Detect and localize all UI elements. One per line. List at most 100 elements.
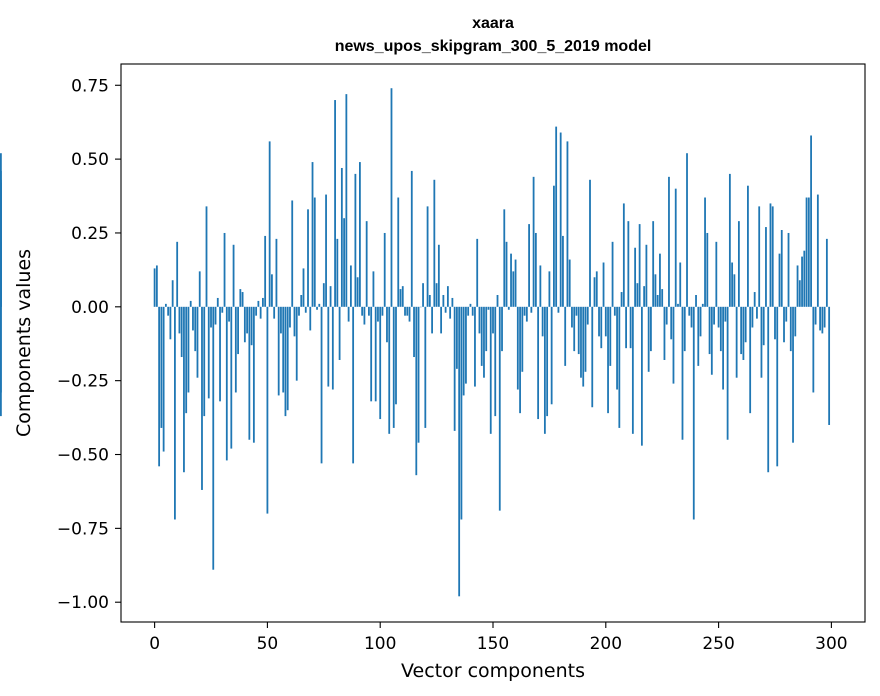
bar <box>496 295 499 307</box>
bar <box>577 306 580 355</box>
bar <box>449 306 452 319</box>
bar <box>704 197 706 307</box>
bar <box>329 286 332 307</box>
bar <box>431 306 433 334</box>
bar <box>444 306 447 313</box>
bar <box>512 271 515 307</box>
bar <box>600 306 603 349</box>
bar <box>237 306 239 355</box>
bar <box>453 306 456 431</box>
bar <box>408 306 411 322</box>
bar <box>282 306 285 393</box>
bar <box>683 306 686 352</box>
bar <box>271 274 273 307</box>
bar <box>798 280 801 307</box>
bar <box>185 306 188 414</box>
bar <box>807 197 810 307</box>
bar <box>345 94 348 307</box>
bar <box>783 306 785 343</box>
bar <box>516 306 519 390</box>
bar <box>722 306 724 390</box>
bar <box>695 295 697 307</box>
bar <box>701 303 704 307</box>
bar <box>814 306 817 325</box>
bar <box>557 306 560 313</box>
x-tick-label: 0 <box>149 634 160 654</box>
bar <box>160 306 163 428</box>
bar <box>647 306 650 372</box>
bar <box>424 306 427 428</box>
bar <box>586 306 589 325</box>
bar <box>415 306 418 476</box>
bar <box>609 306 612 366</box>
bar <box>277 306 280 396</box>
bar <box>336 238 339 307</box>
bar <box>388 306 391 434</box>
bar <box>428 295 431 307</box>
bar <box>805 197 808 307</box>
bar <box>370 306 373 402</box>
bar <box>440 306 443 334</box>
y-tick-label: −0.25 <box>57 372 109 392</box>
bar <box>354 173 357 307</box>
x-axis-ticks: 0 50 100 150 200 250 300 <box>149 622 848 654</box>
bar <box>293 306 296 337</box>
bar <box>645 244 648 307</box>
bar <box>252 306 255 443</box>
bar <box>474 306 476 387</box>
bar <box>307 209 309 307</box>
bar <box>471 306 474 316</box>
bar <box>618 306 621 428</box>
bar <box>749 306 752 414</box>
bar <box>266 306 269 514</box>
bar <box>699 306 702 337</box>
bar <box>433 179 436 307</box>
bar <box>663 306 666 360</box>
bar <box>356 277 359 307</box>
bar <box>0 170 2 307</box>
bar <box>214 306 217 325</box>
x-tick-label: 200 <box>590 634 622 654</box>
bar <box>417 306 420 443</box>
bar <box>205 206 208 307</box>
y-tick-label: 0.50 <box>71 150 109 170</box>
bar <box>212 306 215 570</box>
bar <box>480 306 483 366</box>
y-tick-label: 0.25 <box>71 224 109 244</box>
bar-series <box>0 88 831 597</box>
bar <box>575 306 578 316</box>
bar <box>383 232 386 307</box>
bar <box>661 289 664 307</box>
bar <box>359 162 361 307</box>
bar <box>767 306 770 473</box>
bar <box>602 262 605 307</box>
bar <box>760 306 763 378</box>
bar <box>638 224 641 307</box>
bar <box>489 306 492 434</box>
bar <box>219 306 221 402</box>
bar <box>302 268 305 307</box>
bar <box>246 306 248 334</box>
bar <box>372 271 375 307</box>
bar <box>295 306 298 381</box>
bar <box>559 132 562 307</box>
bar <box>713 306 715 325</box>
bar <box>194 306 197 352</box>
bar <box>368 306 370 316</box>
bar <box>465 306 467 384</box>
bar <box>196 306 199 378</box>
bar <box>187 306 190 393</box>
x-tick-label: 300 <box>815 634 847 654</box>
bar <box>0 306 2 417</box>
y-axis-label: Components values <box>13 249 35 437</box>
bar <box>568 259 571 307</box>
bar <box>298 306 300 316</box>
bar <box>744 306 747 343</box>
bar <box>751 306 754 328</box>
bar <box>758 206 761 307</box>
bar <box>677 303 679 307</box>
bar <box>771 206 774 307</box>
bar <box>327 306 330 387</box>
bar <box>728 173 731 307</box>
